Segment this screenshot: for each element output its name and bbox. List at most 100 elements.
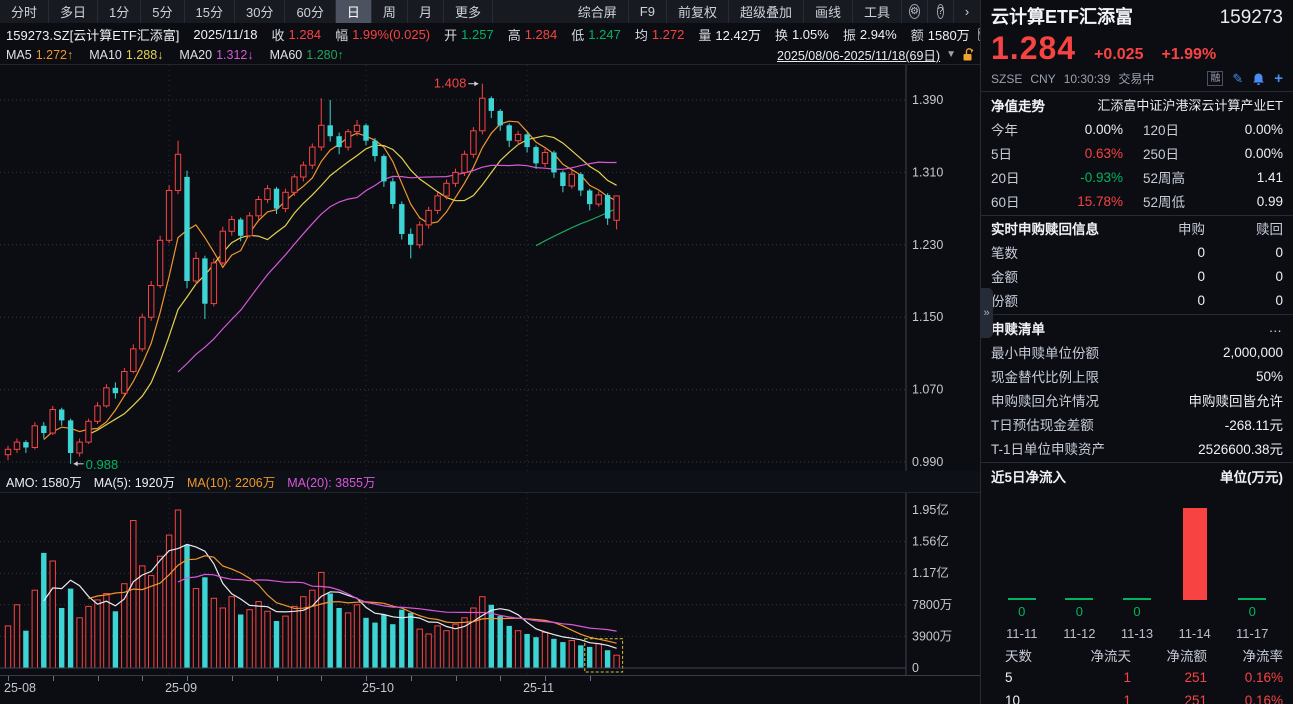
tab-15分[interactable]: 15分 [185, 0, 235, 23]
tool-前复权[interactable]: 前复权 [667, 0, 729, 23]
fund-code: 159273 [1219, 7, 1283, 28]
flow-table-cell: 1 [1123, 670, 1131, 685]
quote-field-label: 量 [698, 27, 712, 43]
svg-text:1.56亿: 1.56亿 [912, 534, 949, 549]
tab-日[interactable]: 日 [335, 0, 372, 23]
fund-name: 云计算ETF汇添富 [991, 7, 1133, 27]
flow-unit-label: 单位(万元) [1220, 469, 1283, 485]
flow-table-header: 天数 净流天 净流额 净流率 [991, 643, 1283, 666]
realtime-section-title: 实时申购赎回信息 [991, 222, 1099, 237]
redeem-value: 0 [1275, 244, 1283, 260]
tab-5分[interactable]: 5分 [141, 0, 185, 23]
quote-field-value: 1580万 [927, 27, 970, 43]
list-label: 最小申赎单位份额 [991, 346, 1099, 361]
volume-indicator-bar: AMO: 1580万 MA(5): 1920万 MA(10): 2206万 MA… [0, 471, 980, 493]
quote-field-label: 高 [507, 27, 521, 43]
ma-indicator-bar: MA5 1.272↑ MA10 1.288↓ MA20 1.312↓ MA60 1.280↑ … [0, 45, 980, 65]
exchange-label: SZSE [991, 71, 1023, 86]
alert-bell-icon[interactable] [1252, 72, 1265, 86]
nav-stat-row: 5日 0.63% 250日 0.00% [991, 141, 1283, 165]
flow-table-cell: 251 [1184, 693, 1207, 704]
settings-gear-button[interactable]: ⚙ [902, 0, 928, 23]
flow-table-header-cell: 净流率 [1242, 648, 1284, 664]
realtime-row-label: 金额 [991, 270, 1018, 285]
tab-周[interactable]: 周 [372, 0, 408, 23]
tab-月[interactable]: 月 [408, 0, 444, 23]
toolbar-expand-button[interactable]: › [954, 0, 980, 23]
symbol-name: 159273.SZ[云计算ETF汇添富] [6, 27, 180, 43]
quote-field-value: 1.272 [651, 26, 685, 42]
period-tabs: 分时 多日 1分 5分 15分 30分 60分日周月更多 [0, 0, 493, 23]
chevron-down-icon[interactable]: ▼ [946, 49, 956, 60]
panel-header: 云计算ETF汇添富 159273 1.284 +0.025 +1.99% SZS… [981, 0, 1293, 91]
svg-text:1.310: 1.310 [912, 165, 943, 179]
tool-超级叠加[interactable]: 超级叠加 [729, 0, 804, 23]
price-change-pct: +1.99% [1161, 46, 1217, 63]
quote-field-label: 低 [571, 27, 585, 43]
tab-更多[interactable]: 更多 [444, 0, 493, 23]
ma-MA20: MA20 1.312↓ [179, 48, 253, 62]
list-label: T-1日单位申赎资产 [991, 442, 1106, 457]
axis-label-25-10: 25-10 [362, 681, 394, 695]
list-value: 2,000,000 [1222, 344, 1283, 360]
flow-column: 0 11-13 [1108, 490, 1166, 643]
tool-F9[interactable]: F9 [629, 0, 667, 23]
nav-stat-row: 今年 0.00% 120日 0.00% [991, 117, 1283, 141]
tool-工具[interactable]: 工具 [853, 0, 902, 23]
help-button[interactable]: ? [928, 0, 954, 23]
quote-field-value: 1.284 [288, 26, 322, 42]
add-watchlist-plus-icon[interactable]: + [1274, 70, 1283, 87]
nav-stat-cell: 今年 0.00% [991, 117, 1137, 141]
svg-text:1.390: 1.390 [912, 93, 943, 107]
nav-stat-cell: 5日 0.63% [991, 141, 1137, 165]
unlock-icon[interactable] [962, 47, 974, 62]
quote-field-量: 量 12.42万 [698, 25, 761, 44]
axis-tick [321, 676, 323, 681]
flow-value-label: 0 [1018, 604, 1026, 619]
tool-画线[interactable]: 画线 [804, 0, 853, 23]
candlestick-chart[interactable]: 1.390 1.310 1.230 1.150 1.070 0.990 1.408 0.988 [0, 65, 980, 471]
tab-多日[interactable]: 多日 [49, 0, 99, 23]
quote-summary-bar: 159273.SZ[云计算ETF汇添富] 2025/11/18 收 1.284 幅 1… [0, 23, 991, 45]
vol-ma5-line [43, 543, 617, 649]
nav-stat-cell: 52周高 1.41 [1137, 165, 1283, 189]
tab-30分[interactable]: 30分 [235, 0, 286, 23]
amo-ma10: MA(10): 2206万 [187, 476, 276, 490]
stat-value: 0.00% [1244, 145, 1283, 161]
volume-chart[interactable]: 1.95亿 1.56亿 1.17亿 7800万 3900万 0 [0, 493, 980, 675]
tab-60分[interactable]: 60分 [285, 0, 336, 23]
list-row: 现金替代比例上限 50% [991, 364, 1283, 388]
quote-field-label: 换 [774, 27, 788, 43]
quote-field-label: 收 [271, 27, 285, 43]
svg-text:0: 0 [912, 661, 919, 675]
margin-badge: 融 [1207, 71, 1224, 86]
tab-1分[interactable]: 1分 [98, 0, 142, 23]
svg-text:3900万: 3900万 [912, 629, 952, 643]
ma-value: 1.288↓ [125, 47, 164, 62]
flow-zero-line [1007, 598, 1036, 600]
stat-label: 今年 [991, 123, 1018, 138]
flow-table-cell: 251 [1184, 670, 1207, 685]
quote-field-value: 1.247 [588, 26, 621, 42]
question-icon: ? [936, 4, 945, 19]
list-value: -268.11元 [1224, 418, 1283, 433]
panel-expander-button[interactable]: » [980, 288, 993, 338]
flow-date-label: 11-11 [1006, 626, 1038, 641]
trading-status: 交易中 [1118, 72, 1155, 86]
date-range-selector[interactable]: 2025/08/06-2025/11/18(69日) [777, 49, 941, 63]
flow-column: 0 11-11 [993, 490, 1051, 643]
subscribe-value: 0 [1197, 268, 1205, 284]
nav-stat-cell: 120日 0.00% [1137, 117, 1283, 141]
stat-value: 15.78% [1077, 193, 1123, 209]
axis-tick [187, 676, 188, 681]
tool-buttons: 综合屏 F9 前复权 超级叠加 画线 工具 [567, 0, 902, 23]
tool-综合屏[interactable]: 综合屏 [567, 0, 629, 23]
subscribe-column-header: 申购 [1178, 222, 1205, 237]
stat-label: 250日 [1143, 147, 1180, 162]
more-button[interactable]: … [1268, 320, 1283, 335]
tab-分时[interactable]: 分时 [0, 0, 50, 23]
flow-zero-line [1065, 598, 1094, 600]
flow-date-label: 11-14 [1178, 626, 1211, 641]
svg-text:0.990: 0.990 [912, 455, 943, 469]
edit-pencil-icon[interactable]: ✎ [1232, 70, 1244, 86]
